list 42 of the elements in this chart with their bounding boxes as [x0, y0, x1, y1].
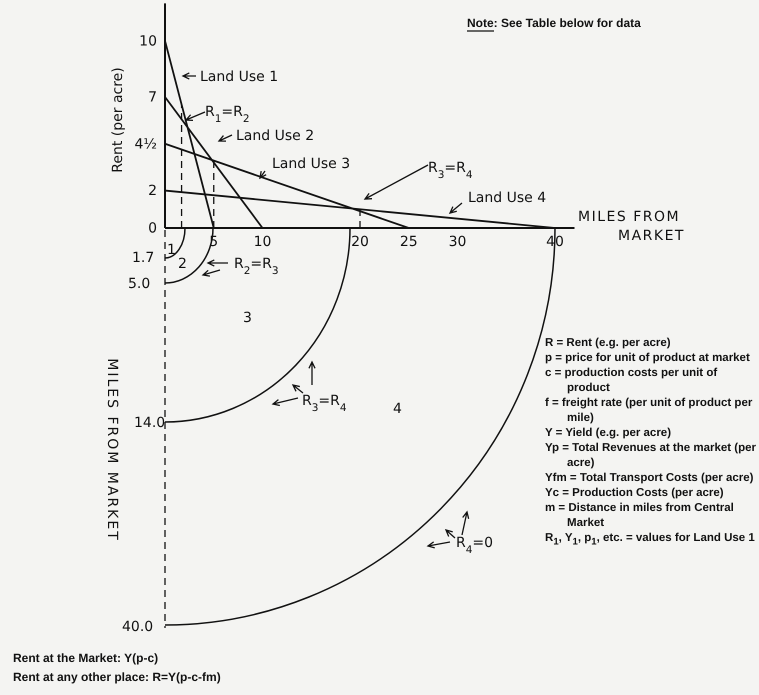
text: R = Rent (e.g. per acre) [545, 336, 672, 351]
text: p = price for unit of product at market [545, 351, 751, 366]
annotation: R$_{1}$=R$_{2}$ [205, 104, 250, 125]
text: Yc = Production Costs (per acre) [545, 486, 725, 501]
text: R$_{3}$=R$_{4}$ [302, 393, 347, 414]
x-tick-label: 25 [400, 234, 418, 250]
y-tick-label: 10 [139, 33, 157, 50]
text: MILES FROM MARKET [104, 358, 120, 542]
x-tick-label: 30 [448, 234, 466, 250]
text: R$_{4}$=0 [456, 535, 494, 556]
x-tick-label: 20 [351, 234, 369, 250]
series-label: Land Use 3 [272, 156, 350, 172]
annotation: R$_{3}$=R$_{4}$ [428, 160, 473, 181]
text: Yfm = Total Transport Costs (per acre) [545, 471, 754, 486]
x-axis-title: MILES FROM MARKET [578, 209, 685, 244]
y-tick-label: 7 [148, 89, 157, 106]
text: m = Distance in miles from Central Market [545, 501, 735, 531]
text: R$_{2}$=R [234, 256, 272, 277]
series-label: Land Use 4 [468, 190, 546, 206]
y-axis-title: Rent (per acre) [110, 67, 126, 173]
legend-label: Land Use 1 [200, 69, 278, 85]
text: 40.0 [122, 619, 154, 635]
text: Yp = Total Revenues at the market (per acre) [545, 441, 757, 471]
y-tick-label: 2 [148, 183, 157, 200]
text: 5.0 [128, 276, 150, 292]
text: 3 [272, 265, 279, 277]
text: Rent at the Market: Y(p-c) [13, 651, 158, 665]
text: f = freight rate (per unit of product per mile) [545, 396, 754, 426]
text: Y = Yield (e.g. per acre) [545, 426, 672, 441]
legend-label: Land Use 2 [236, 128, 314, 144]
text: 2 [178, 256, 187, 272]
annotation: Note: See Table below for data [467, 16, 642, 30]
text: 14.0 [134, 415, 166, 431]
text: Rent at any other place: R=Y(p-c-fm) [13, 670, 221, 684]
text: 1.7 [132, 250, 154, 266]
text: 1 [167, 242, 176, 258]
x-tick-label: 10 [254, 234, 272, 250]
y-tick-label: 0 [148, 220, 157, 236]
y-tick-label: 4½ [134, 136, 157, 152]
text: R$_{1}$, Y$_{1}$, p$_{1}$, etc. = values for Land Use 1 [545, 531, 756, 550]
text: 4 [393, 401, 402, 417]
text: 3 [243, 310, 252, 326]
